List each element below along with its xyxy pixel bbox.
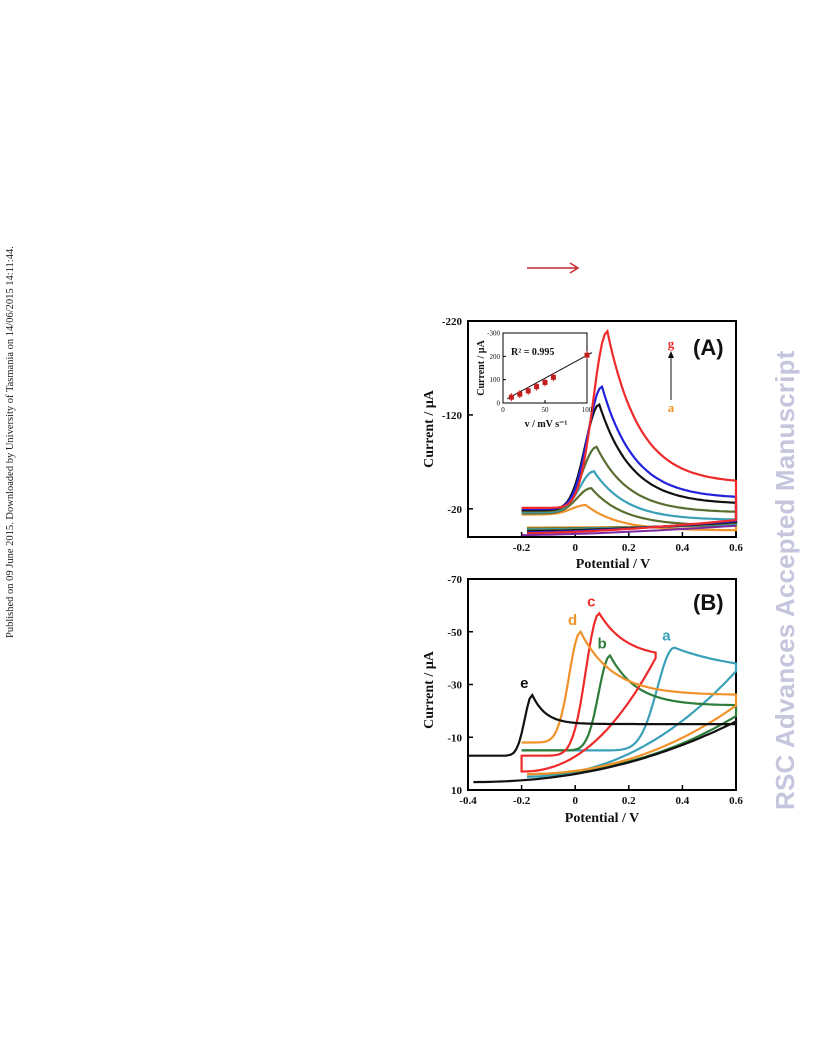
panel-b-series-c — [520, 611, 657, 773]
panel-b-series-d — [521, 629, 738, 776]
panel-b-xlabel: Potential / V — [565, 811, 639, 826]
panel-a: -220 -120 -20 -0.2 0 0.2 0.4 0.6 (A) g a Poten… — [422, 316, 743, 572]
panel-a-ytick-label: -220 — [442, 316, 463, 328]
panel-b-ytick-label: -30 — [447, 680, 462, 692]
panel-a-baseline-trace — [521, 524, 737, 537]
panel-a-xtick-label: 0.6 — [729, 542, 743, 554]
inset-xlabel: v / mV s⁻¹ — [525, 419, 568, 430]
panel-a-frame — [467, 320, 737, 538]
panel-b-label: (B) — [693, 590, 724, 615]
panel-b-ytick-label: 10 — [451, 785, 463, 797]
inset-xtick-label: 0 — [501, 406, 505, 414]
panel-a-ylabel: Current / µA — [422, 389, 437, 468]
panel-b-series-label-a: a — [662, 628, 671, 645]
panel-b-ytick-label: -70 — [447, 574, 462, 586]
panel-b-ytick-label: -50 — [447, 627, 462, 639]
panel-b-series-label-b: b — [597, 635, 606, 652]
inset-point — [550, 374, 556, 380]
panel-a-xlabel: Potential / V — [576, 557, 650, 572]
inset-point — [584, 352, 590, 358]
panel-a-series-g — [521, 328, 738, 535]
panel-b-xtick-label: 0 — [572, 795, 578, 807]
series-label-bottom: a — [668, 400, 675, 415]
panel-b-series-a — [521, 646, 738, 778]
red-arrow-icon — [527, 262, 580, 274]
panel-b-series-label-e: e — [520, 675, 528, 692]
inset-ytick-label: 0 — [497, 400, 501, 408]
inset-ytick-label: 100 — [490, 376, 501, 384]
panel-b-ytick-label: -10 — [447, 732, 462, 744]
panel-a-xtick-label: 0.4 — [676, 542, 690, 554]
panel-b-series-label-d: d — [568, 612, 577, 629]
inset-point — [525, 388, 531, 394]
panel-a-ytick-label: -20 — [447, 504, 462, 516]
panel-a-label: (A) — [693, 335, 724, 360]
inset-ytick-label: 200 — [490, 353, 501, 361]
panel-b-ylabel: Current / µA — [422, 650, 437, 729]
panel-a-xtick-label: -0.2 — [513, 542, 531, 554]
panel-b-xtick-label: -0.4 — [459, 795, 477, 807]
inset-xtick-label: 100 — [582, 406, 593, 414]
inset-ytick-label: -300 — [487, 330, 500, 338]
panel-b-series-label-c: c — [587, 593, 595, 610]
inset-ylabel: Current / µA — [476, 339, 487, 395]
panel-b-xtick-label: 0.2 — [622, 795, 636, 807]
panel-a-xtick-label: 0.2 — [622, 542, 636, 554]
series-label-top: g — [668, 336, 675, 351]
inset-r2: R² = 0.995 — [511, 347, 554, 358]
inset-point — [542, 379, 548, 385]
inset-point — [508, 394, 514, 400]
panel-b-series-e — [468, 693, 738, 784]
panel-b-xtick-label: 0.6 — [729, 795, 743, 807]
inset-point — [534, 384, 540, 390]
inset-xtick-label: 50 — [542, 406, 550, 414]
inset-fit-line — [506, 352, 593, 400]
inset-point — [517, 391, 523, 397]
panel-b-xtick-label: 0.4 — [676, 795, 690, 807]
panel-a-ytick-label: -120 — [442, 410, 463, 422]
panel-a-xtick-label: 0 — [572, 542, 578, 554]
panel-b-xtick-label: -0.2 — [513, 795, 531, 807]
